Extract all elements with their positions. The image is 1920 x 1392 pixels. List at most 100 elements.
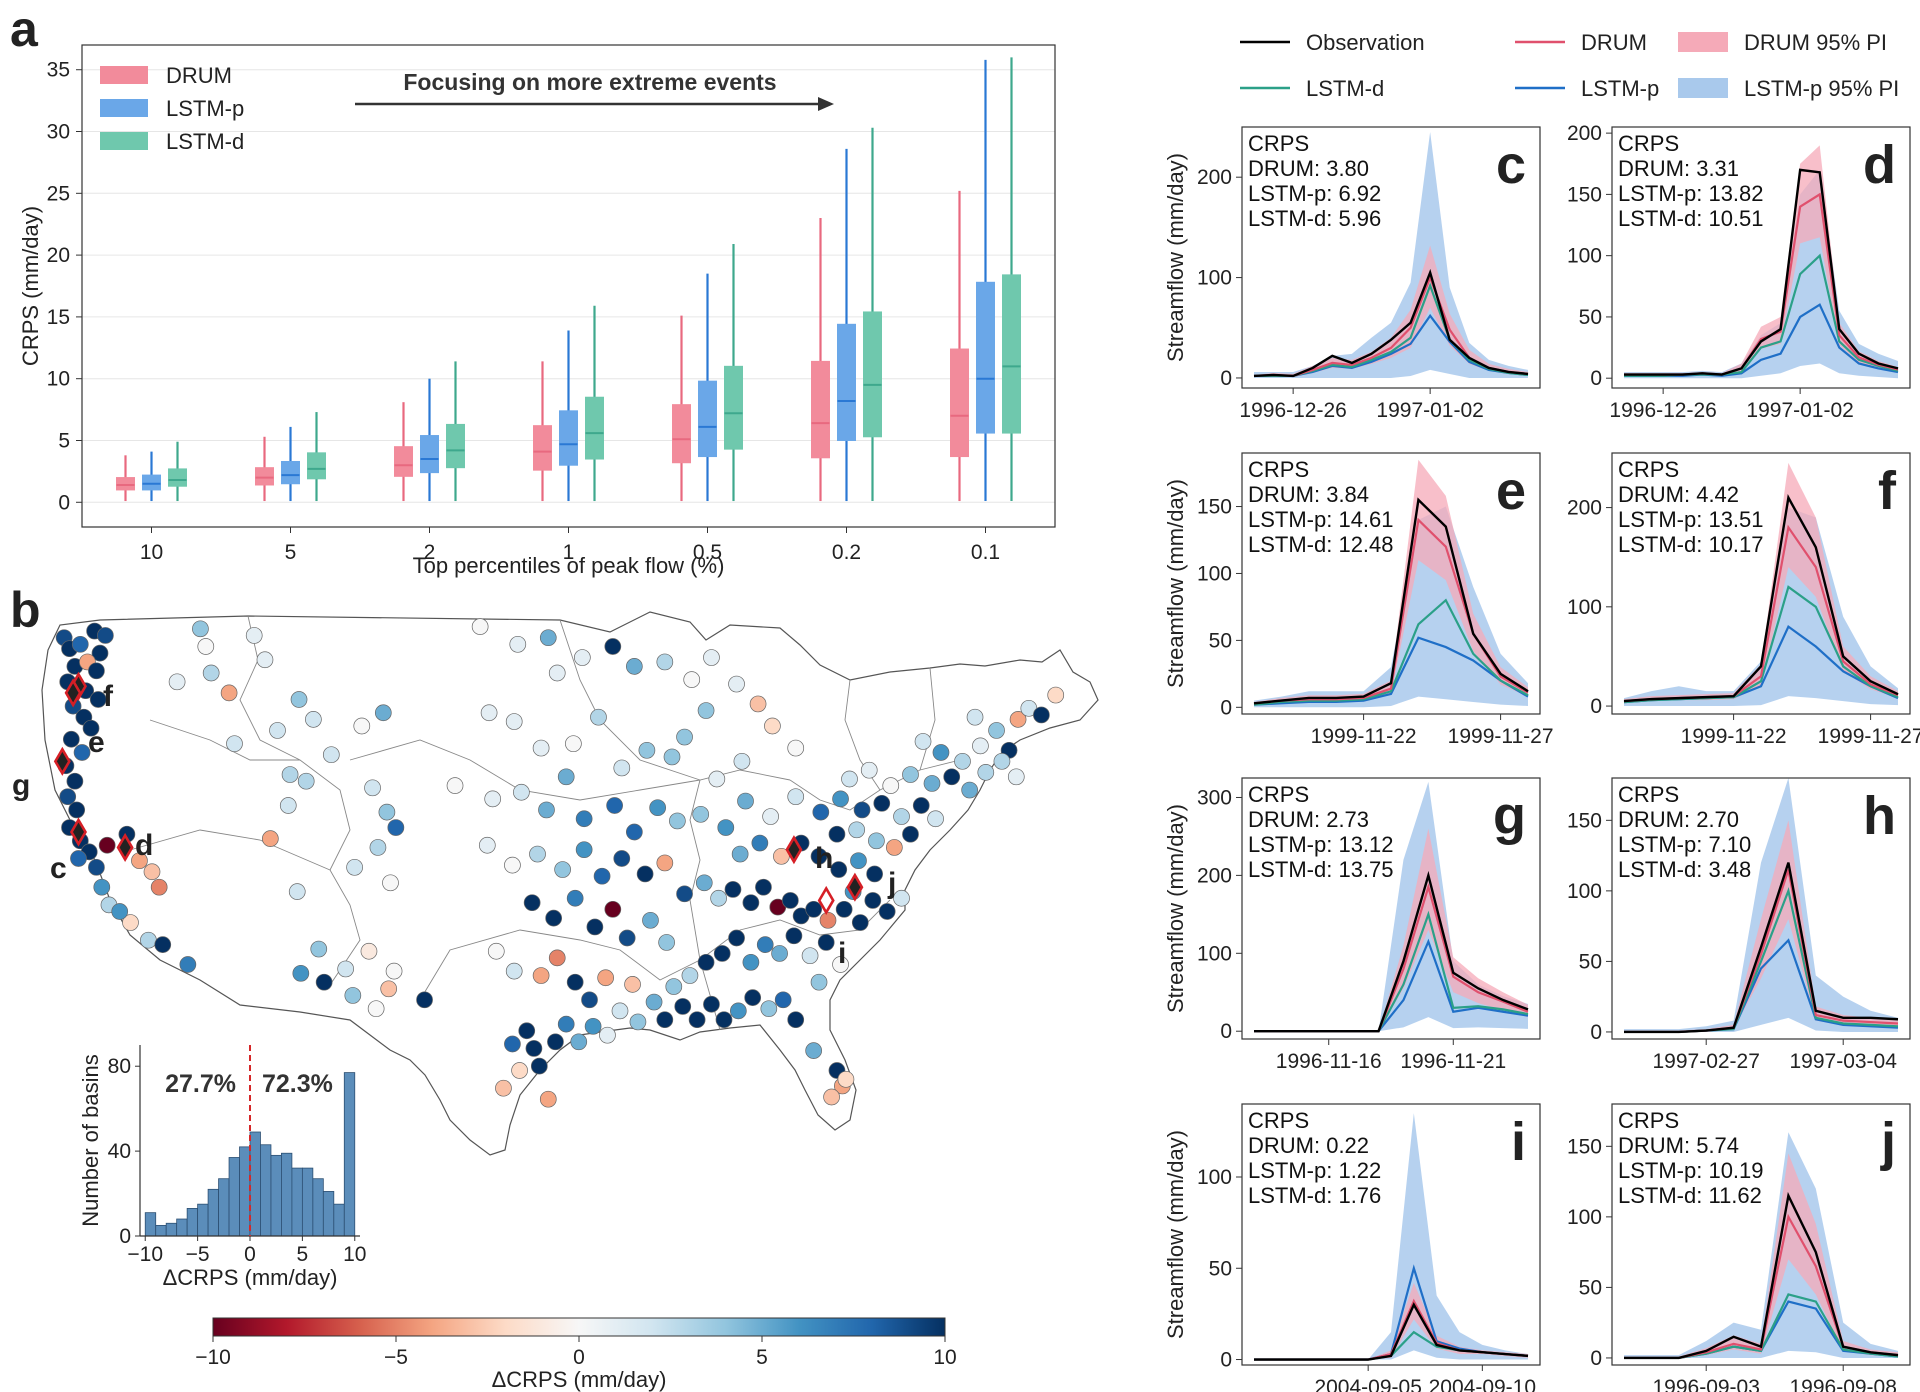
box-iqr: [533, 425, 552, 471]
xtick-label: 2004-09-05: [1314, 1376, 1421, 1392]
basin-dot: [220, 684, 238, 702]
basin-dot: [902, 825, 919, 843]
basin-dot: [62, 730, 80, 748]
basin-dot: [658, 934, 675, 951]
basin-dot: [841, 770, 858, 788]
basin-dot: [382, 874, 399, 892]
box-iqr: [672, 404, 691, 464]
basin-dot: [513, 783, 530, 801]
box-iqr: [116, 477, 135, 491]
basin-dot: [729, 1002, 747, 1020]
basin-dot: [656, 854, 674, 872]
box-iqr: [168, 468, 187, 487]
basin-dot: [850, 852, 867, 870]
basin-dot: [636, 865, 654, 883]
lstmp-pi-band: [1254, 132, 1528, 378]
basin-dot: [787, 1011, 805, 1029]
ytick-label: 100: [1567, 1206, 1602, 1229]
ytick-label: 0: [1590, 1021, 1602, 1044]
box-iqr: [559, 410, 578, 466]
basin-dot: [586, 918, 604, 936]
basin-dot: [369, 839, 387, 856]
basin-dot: [504, 1035, 521, 1053]
basin-dot: [611, 1002, 629, 1020]
us-outline: [41, 611, 1099, 1156]
basin-dot: [310, 940, 328, 958]
basin-dot: [131, 852, 148, 870]
panel-letter-a: a: [10, 1, 39, 57]
basin-dot: [143, 863, 161, 881]
basin-dot: [625, 823, 643, 841]
hist-bar: [322, 1191, 335, 1237]
basin-dot: [613, 759, 631, 777]
basin-dot: [557, 768, 575, 786]
observation-line: [1253, 268, 1529, 378]
crps-title: CRPS: [1248, 131, 1309, 156]
ytick-label: 0: [1590, 1347, 1602, 1370]
basin-dot: [656, 1011, 674, 1029]
hist-bar: [228, 1157, 240, 1237]
panel-letter-j: j: [1880, 1112, 1896, 1172]
crps-lstmp: LSTM-p: 13.82: [1618, 181, 1764, 206]
basin-dot: [771, 945, 788, 962]
axes-frame: [1241, 1103, 1541, 1366]
crps-title: CRPS: [1248, 457, 1309, 482]
basin-dot: [681, 967, 699, 984]
basin-dot: [868, 832, 885, 850]
drum-pi-band: [1624, 820, 1898, 1032]
basin-dot: [683, 671, 701, 688]
basin-dot: [810, 973, 828, 991]
basin-dot: [697, 953, 715, 971]
inset-ytick-label: 0: [119, 1225, 131, 1248]
hist-bar: [333, 1203, 345, 1237]
basin-dot: [674, 998, 692, 1015]
box-iqr: [863, 311, 882, 438]
legend-label: LSTM-p 95% PI: [1744, 76, 1899, 101]
observation-line: [1624, 862, 1899, 1034]
basin-dot: [625, 658, 643, 675]
basin-dot: [966, 708, 984, 726]
basin-dot: [446, 777, 464, 794]
basin-dot: [261, 830, 279, 847]
ytick-label: 5: [58, 429, 70, 452]
basin-dot: [545, 909, 563, 927]
crps-lstmd: LSTM-d: 3.48: [1618, 857, 1751, 882]
panel-g: 0 100 200 300 1996-11-16 1996-11-21 Streamflow…: [1163, 777, 1541, 1073]
basin-dot: [599, 1026, 616, 1044]
basin-dot: [68, 801, 86, 819]
hist-bar: [155, 1224, 167, 1237]
case-marker-diamond: [64, 678, 82, 708]
inset-x-label: ΔCRPS (mm/day): [163, 1265, 338, 1290]
case-markers: fe g c d h i j: [12, 671, 896, 970]
colorbar-tick-label: 10: [933, 1346, 956, 1369]
basin-dot: [961, 781, 979, 799]
xtick-label: 1996-11-16: [1276, 1050, 1382, 1073]
basin-dot: [882, 777, 900, 794]
xtick-label: 1997-01-02: [1746, 399, 1853, 422]
basin-dot: [168, 673, 186, 691]
box-iqr: [724, 365, 743, 450]
hist-bar: [291, 1167, 303, 1237]
basin-dot: [801, 947, 819, 965]
basin-dot: [593, 867, 611, 885]
basin-dot: [665, 978, 683, 995]
basin-dot: [374, 704, 392, 722]
ytick-label: 200: [1197, 166, 1232, 189]
observation-line: [1624, 168, 1899, 376]
ytick-label: 50: [1579, 1276, 1602, 1299]
case-label: d: [135, 829, 153, 862]
box-iqr: [585, 396, 604, 460]
box-iqr: [307, 452, 326, 480]
basin-dot: [1047, 686, 1065, 704]
basin-dot: [703, 995, 720, 1013]
basin-dot: [529, 845, 546, 863]
basin-dot: [505, 962, 523, 980]
basin-dot: [828, 825, 846, 843]
crps-drum: DRUM: 0.22: [1248, 1133, 1369, 1158]
basin-dot: [708, 770, 726, 788]
crps-lstmp: LSTM-p: 13.51: [1618, 507, 1764, 532]
basin-dot: [478, 836, 496, 854]
basin-dot: [744, 989, 762, 1006]
case-marker-diamond: [116, 832, 134, 863]
